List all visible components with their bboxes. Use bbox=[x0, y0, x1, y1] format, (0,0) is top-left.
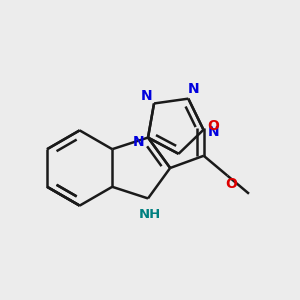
Text: O: O bbox=[225, 177, 237, 191]
Text: NH: NH bbox=[139, 208, 161, 220]
Text: N: N bbox=[188, 82, 199, 96]
Text: N: N bbox=[133, 135, 144, 149]
Text: N: N bbox=[208, 124, 220, 139]
Text: N: N bbox=[141, 89, 153, 103]
Text: O: O bbox=[207, 119, 219, 133]
